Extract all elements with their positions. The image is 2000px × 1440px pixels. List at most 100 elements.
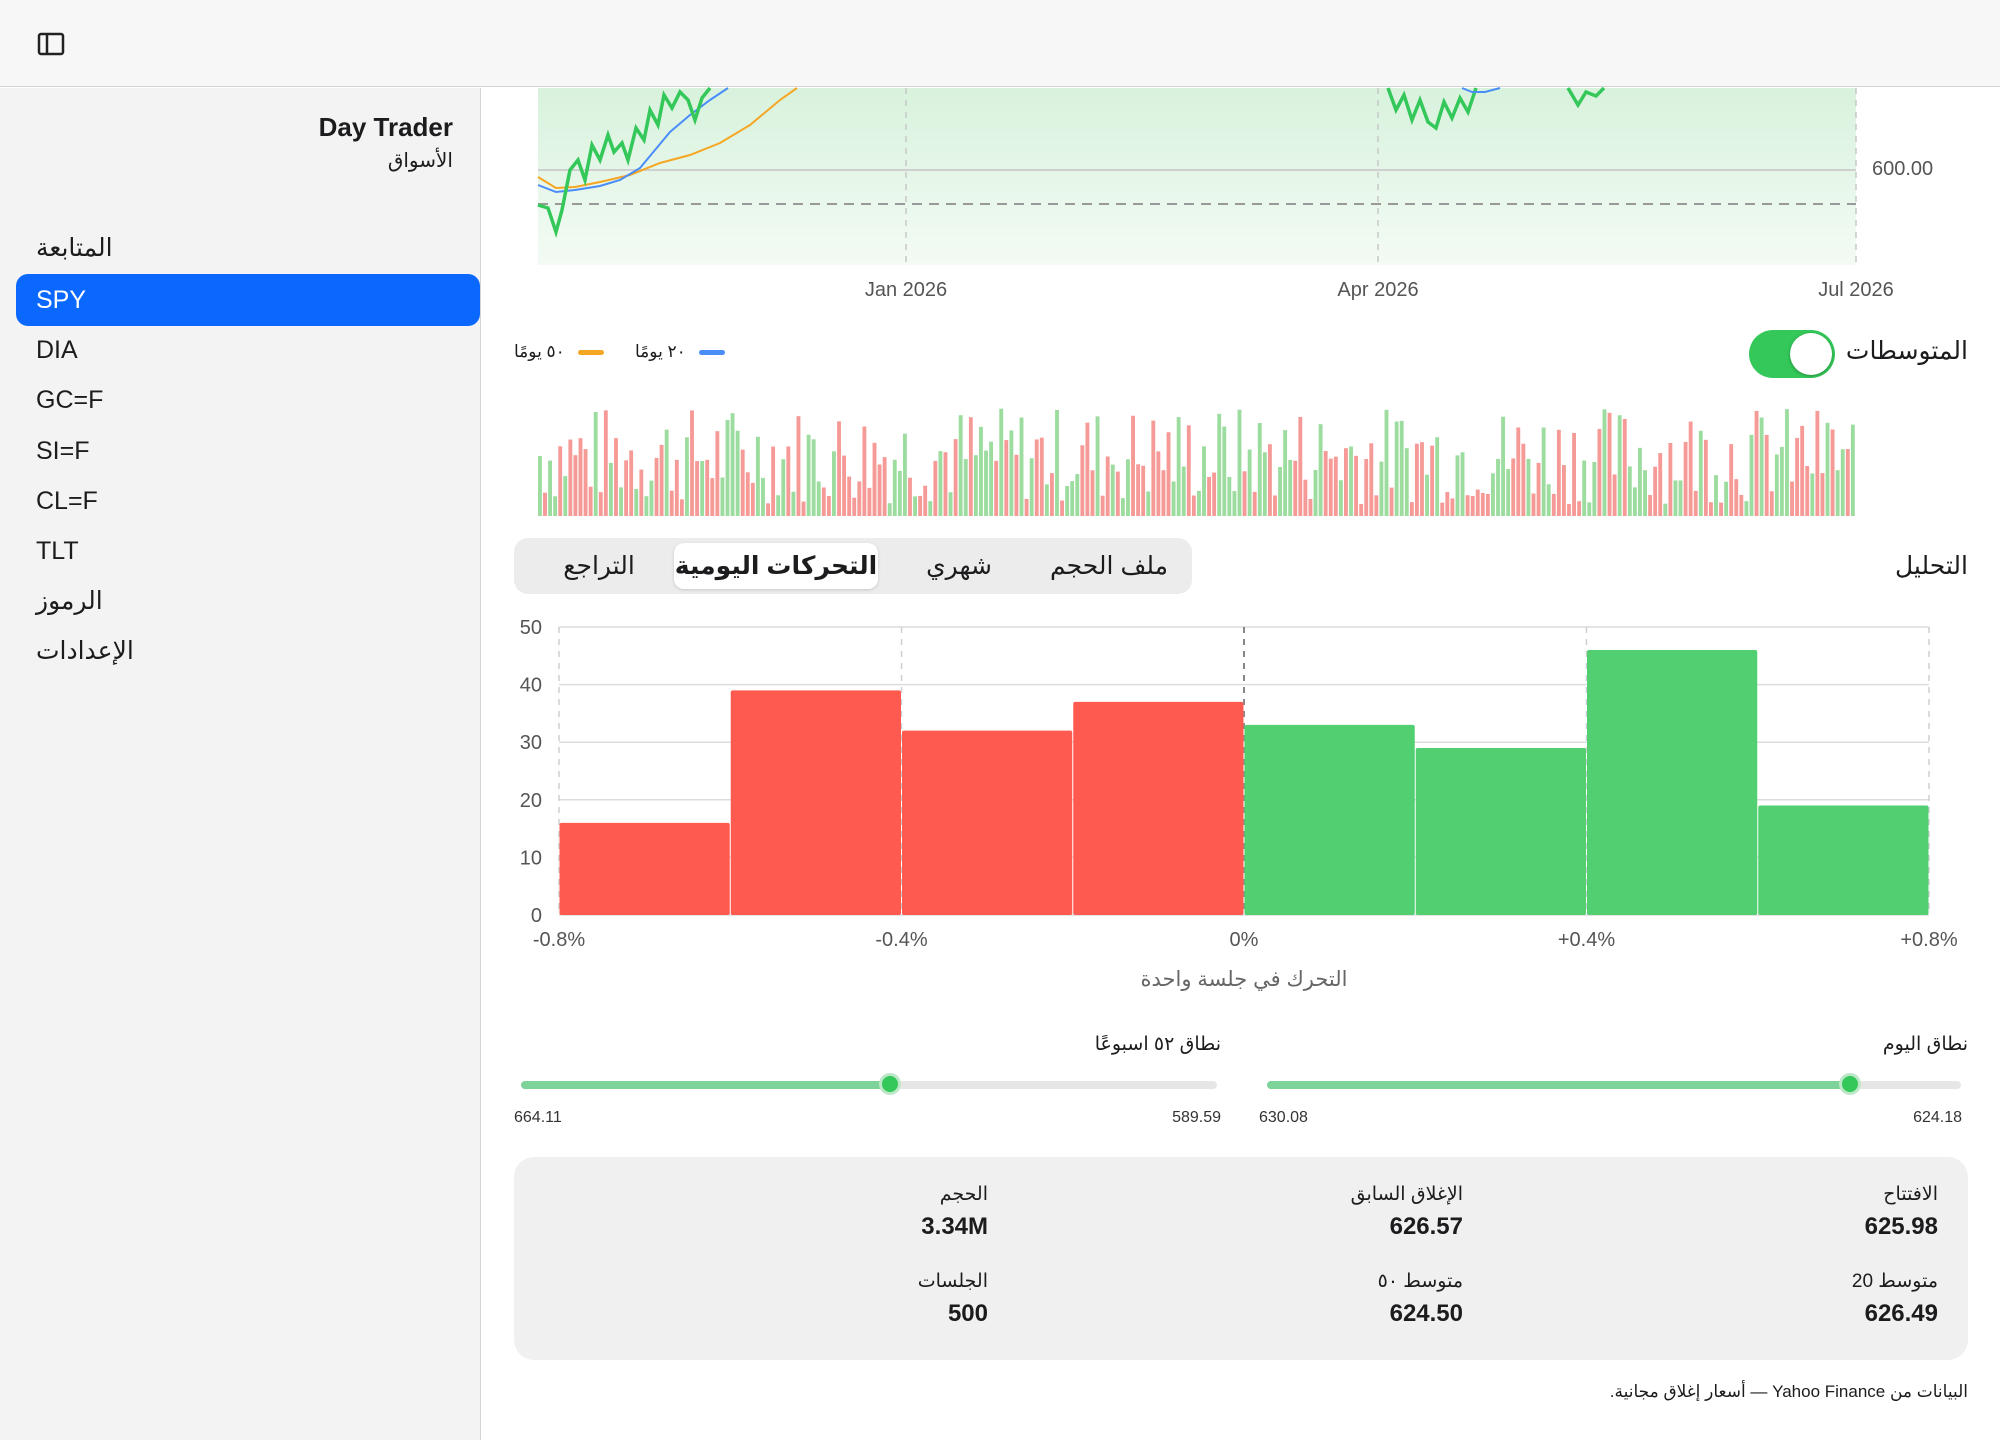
volume-bar [877, 464, 882, 516]
sidebar-item-clf[interactable]: CL=F [36, 487, 98, 515]
volume-bar [1749, 434, 1754, 516]
volume-bar [1323, 451, 1328, 516]
stat-prev-close-value: 626.57 [1389, 1213, 1463, 1240]
volume-bar [649, 480, 654, 516]
volume-bar [1790, 481, 1794, 516]
volume-bar [700, 460, 705, 516]
volume-bar [1719, 502, 1723, 516]
volume-bar [1262, 452, 1267, 516]
legend-ma20-swatch [698, 350, 725, 356]
volume-bar [735, 430, 740, 516]
volume-bar [989, 441, 994, 516]
volume-bar [1698, 430, 1703, 516]
sidebar-item-watchlist[interactable]: المتابعة [36, 234, 113, 262]
stat-prev-close-label: الإغلاق السابق [1350, 1184, 1463, 1205]
x-tick-label: Jul 2026 [1818, 279, 1894, 300]
volume-bar [1303, 479, 1308, 516]
volume-bar [1110, 464, 1115, 516]
volume-bar [1825, 422, 1830, 516]
volume-bar [755, 436, 760, 516]
price-line [537, 86, 712, 239]
day-range-low: 624.18 [1913, 1109, 1962, 1126]
volume-bar [603, 410, 608, 516]
volume-bar [588, 486, 593, 516]
volume-bar [644, 496, 649, 516]
averages-toggle[interactable] [1749, 330, 1835, 378]
sidebar-item-gcf[interactable]: GC=F [36, 386, 104, 414]
volume-bar [791, 491, 796, 516]
tab-daily-moves[interactable]: التحركات اليومية [674, 543, 878, 589]
volume-bar [1115, 471, 1120, 516]
volume-bar [771, 446, 776, 516]
volume-bar [1714, 475, 1718, 516]
volume-bar [1445, 492, 1450, 516]
volume-bar [1592, 461, 1597, 516]
volume-bar [624, 460, 629, 516]
volume-bar [943, 452, 948, 516]
volume-bar [857, 481, 862, 516]
volume-bar [1039, 437, 1044, 516]
volume-bar [948, 492, 953, 516]
volume-chart [538, 408, 1855, 516]
volume-bar [1338, 480, 1343, 516]
histogram-x-tick-label: -0.8% [533, 929, 585, 951]
volume-bar [1673, 480, 1678, 516]
sidebar-item-symbols[interactable]: الرموز [36, 587, 103, 615]
sidebar-item-dia[interactable]: DIA [36, 336, 78, 364]
volume-bar [1161, 470, 1166, 516]
sidebar-toggle-icon[interactable] [36, 30, 66, 58]
volume-bar [1703, 439, 1708, 516]
histogram-y-tick-label: 30 [520, 732, 542, 754]
histogram-bar [1587, 650, 1758, 915]
stat-open-value: 625.98 [1864, 1213, 1938, 1240]
volume-bar [659, 444, 664, 516]
volume-bar [1764, 434, 1769, 516]
volume-bar [1227, 476, 1232, 516]
sidebar-item-sif[interactable]: SI=F [36, 437, 90, 465]
volume-bar [1638, 447, 1642, 516]
volume-bar [1546, 484, 1551, 516]
stat-ma50-label: متوسط ٥٠ [1377, 1271, 1463, 1292]
volume-bar [669, 490, 674, 516]
week52-range-high: 664.11 [514, 1109, 562, 1126]
sidebar-item-spy[interactable]: SPY [16, 274, 480, 326]
volume-bar [892, 459, 897, 516]
volume-bar [1648, 495, 1653, 516]
stat-sessions-label: الجلسات [917, 1271, 988, 1292]
volume-bar [1617, 415, 1622, 516]
legend-ma20: ٢٠ يومًا [635, 342, 725, 362]
volume-bar [1455, 455, 1460, 516]
volume-bar [1572, 432, 1576, 516]
tab-volume-profile[interactable]: ملف الحجم [1050, 552, 1168, 580]
histogram-x-tick-label: -0.4% [875, 929, 927, 951]
volume-bar [1561, 465, 1566, 516]
daily-moves-histogram: 0 10 20 30 40 50 -0.8% -0.4% 0% +0.4% +0.8% التحر… [520, 617, 1958, 991]
volume-bar [1627, 466, 1632, 516]
stat-ma20-label: متوسط 20 [1851, 1271, 1938, 1292]
sidebar-item-tlt[interactable]: TLT [36, 537, 79, 565]
tab-drawdown[interactable]: التراجع [563, 552, 635, 580]
volume-bar [1029, 458, 1034, 516]
volume-bar [1156, 451, 1161, 516]
volume-bar [1470, 495, 1475, 516]
volume-bar [1597, 428, 1602, 516]
volume-bar [1146, 491, 1151, 516]
sidebar-item-settings[interactable]: الإعدادات [36, 637, 134, 665]
volume-bar [1501, 416, 1506, 516]
volume-bar [1556, 429, 1561, 516]
volume-bar [695, 461, 700, 516]
volume-bar [1232, 491, 1237, 516]
volume-bar [1257, 423, 1262, 516]
volume-bar [654, 457, 659, 516]
volume-bar [1354, 455, 1359, 516]
volume-bar [1217, 413, 1222, 516]
volume-bar [1374, 495, 1379, 516]
x-tick-label: Apr 2026 [1337, 279, 1418, 300]
histogram-bar [1073, 701, 1244, 915]
volume-bar [1475, 489, 1480, 516]
volume-bar [1830, 429, 1835, 516]
volume-bar [1551, 493, 1556, 516]
tab-monthly[interactable]: شهري [926, 552, 992, 580]
volume-bar [1820, 473, 1825, 516]
volume-bar [1070, 481, 1075, 516]
